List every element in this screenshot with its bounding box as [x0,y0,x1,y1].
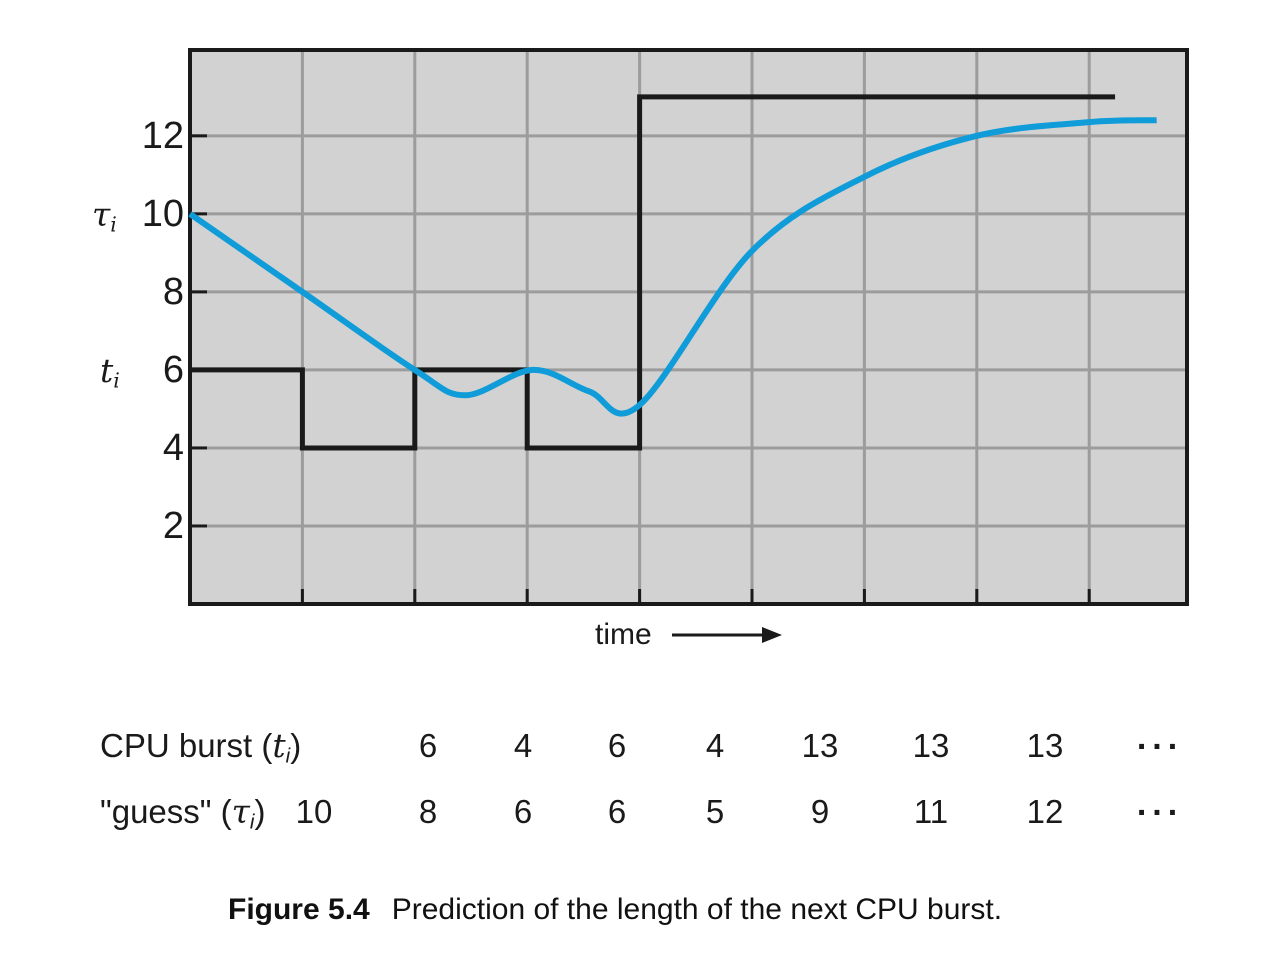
burst-chart [188,48,1189,606]
t-subscript: i [113,368,120,393]
guess-value-5: 9 [810,793,830,830]
cpu-burst-label-var: t [272,726,286,765]
y-tick-label-8: 8 [162,271,184,313]
caption-number: Figure 5.4 [228,893,370,926]
guess-value-7: 12 [1026,793,1064,830]
guess-label-sub: i [249,810,255,834]
y-tick-label-2: 2 [162,505,184,547]
t-i-axis-label: ti [100,352,120,400]
y-tick-label-4: 4 [162,427,184,469]
y-tick-label-6: 6 [162,349,184,391]
guess-row-label: "guess" (τi) [100,792,265,843]
guess-value-0: 10 [295,793,333,830]
cpu-burst-label-sub: i [285,744,291,768]
grid-lines [190,50,1187,604]
y-tick-label-10: 10 [141,193,184,235]
cpu-burst-row-label: CPU burst (ti) [100,726,301,777]
figure-caption: Figure 5.4 Prediction of the length of th… [228,891,1002,929]
guess-value-6: 11 [913,793,949,830]
cpu-burst-value-3: 6 [607,727,627,764]
cpu-burst-label-prefix: CPU burst ( [100,727,273,764]
time-arrow-icon [668,621,786,649]
guess-ellipsis: ... [1136,785,1184,823]
cpu-burst-label-suffix: ) [290,727,302,764]
plot-background [190,50,1187,604]
prediction-curve [188,117,1157,417]
guess-label-prefix: "guess" ( [100,793,232,830]
plot-border [188,48,1189,606]
guess-value-3: 6 [607,793,627,830]
cpu-burst-value-2: 4 [513,727,533,764]
guess-value-2: 6 [513,793,533,830]
tau-subscript: i [110,212,117,237]
guess-value-4: 5 [705,793,725,830]
y-tick-label-12: 12 [141,115,184,157]
guess-label-var: τ [231,792,250,831]
tau-i-axis-label: τi [92,196,117,244]
x-axis-label: time [595,618,652,651]
cpu-burst-ellipsis: ... [1136,719,1184,757]
t-symbol: t [100,351,114,390]
tau-symbol: τ [92,195,111,234]
cpu-burst-value-1: 6 [418,727,438,764]
cpu-burst-step-line [190,94,1116,451]
guess-value-1: 8 [418,793,438,830]
cpu-burst-value-7: 13 [1026,727,1064,764]
guess-label-suffix: ) [254,793,266,830]
cpu-burst-value-5: 13 [801,727,839,764]
caption-text: Prediction of the length of the next CPU… [391,893,1003,926]
cpu-burst-value-6: 13 [912,727,950,764]
cpu-burst-value-4: 4 [705,727,725,764]
